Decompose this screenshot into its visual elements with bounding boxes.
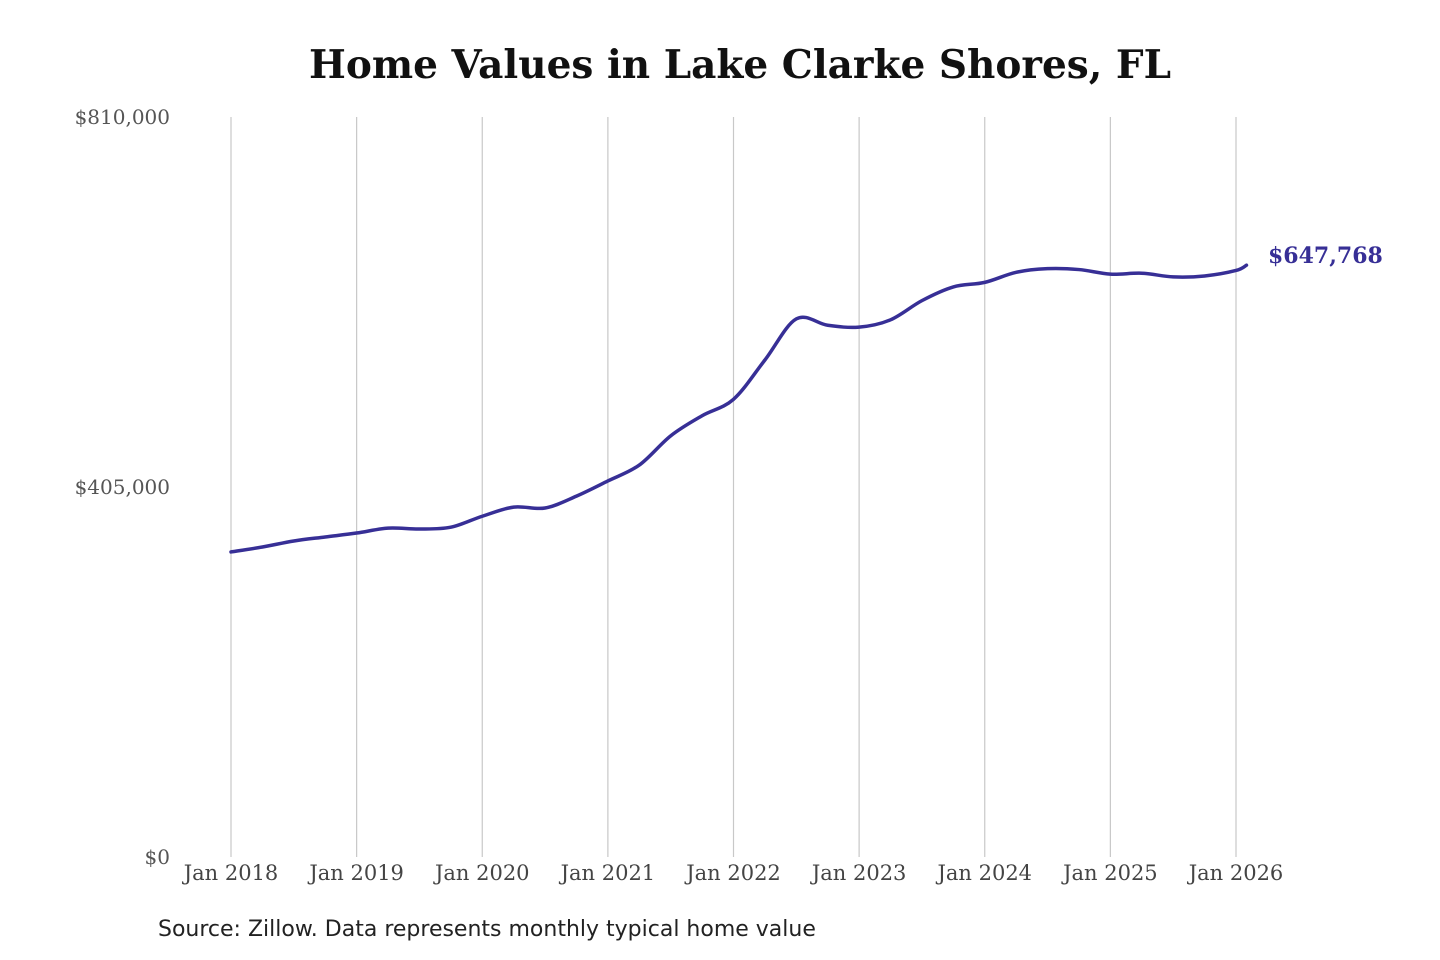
x-tick-label: Jan 2018 xyxy=(182,861,279,885)
x-tick-label: Jan 2025 xyxy=(1061,861,1158,885)
x-tick-label: Jan 2026 xyxy=(1187,861,1284,885)
chart-title: Home Values in Lake Clarke Shores, FL xyxy=(308,42,1172,88)
end-value-label: $647,768 xyxy=(1268,243,1383,269)
y-tick-label: $405,000 xyxy=(75,475,170,499)
x-tick-label: Jan 2024 xyxy=(935,861,1032,885)
x-tick-label: Jan 2022 xyxy=(684,861,781,885)
y-tick-label: $0 xyxy=(145,845,170,869)
x-tick-label: Jan 2020 xyxy=(433,861,530,885)
y-tick-label: $810,000 xyxy=(75,105,170,129)
x-tick-label: Jan 2019 xyxy=(307,861,404,885)
x-tick-label: Jan 2023 xyxy=(810,861,907,885)
x-tick-label: Jan 2021 xyxy=(559,861,656,885)
source-note: Source: Zillow. Data represents monthly … xyxy=(158,917,816,942)
series-line xyxy=(229,263,1249,554)
